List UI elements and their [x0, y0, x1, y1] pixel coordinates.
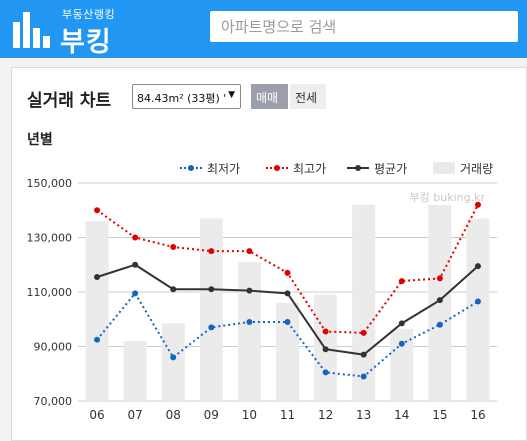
area-select[interactable]: 84.43m² (33평) ' ▼ — [132, 84, 241, 109]
series-point — [360, 329, 367, 336]
logo-bars-icon[interactable] — [13, 8, 51, 48]
y-tick-label: 150,000 — [27, 177, 73, 190]
legend-item-avg[interactable]: 평균가 — [347, 160, 407, 176]
legend-dotted-line-icon — [266, 165, 288, 171]
legend-label-avg: 평균가 — [374, 161, 408, 176]
volume-bar — [237, 262, 261, 401]
x-tick-label: 08 — [166, 408, 181, 422]
y-tick-label: 110,000 — [27, 286, 73, 299]
x-tick-label: 07 — [127, 408, 142, 422]
series-point — [246, 287, 253, 294]
tab-sale[interactable]: 매매 — [251, 84, 288, 109]
volume-bar — [466, 218, 490, 401]
x-tick-label: 10 — [242, 408, 257, 422]
brand-name[interactable]: 부킹 — [60, 27, 112, 58]
legend-label-min: 최저가 — [207, 161, 241, 176]
legend-item-volume[interactable]: 거래량 — [433, 160, 493, 176]
area-select-value: 84.43m² (33평) ' — [137, 92, 227, 105]
card-title: 실거래 차트 — [27, 91, 112, 111]
x-tick-label: 13 — [356, 408, 371, 422]
search-input[interactable] — [210, 11, 518, 42]
x-tick-label: 16 — [470, 408, 485, 422]
legend-label-max: 최고가 — [293, 161, 327, 176]
series-point — [474, 298, 481, 305]
series-point — [170, 286, 177, 293]
volume-bar — [352, 204, 376, 401]
legend-label-volume: 거래량 — [460, 161, 494, 176]
series-point — [170, 354, 177, 361]
series-point — [132, 261, 139, 268]
volume-bar — [199, 218, 223, 401]
volume-bar — [276, 302, 299, 401]
series-point — [360, 351, 367, 358]
top-bar: 부동산랭킹 부킹 — [0, 0, 527, 58]
series-point — [436, 275, 443, 282]
series-point — [474, 263, 481, 270]
series-point — [132, 234, 139, 241]
x-tick-label: 11 — [280, 408, 295, 422]
series-point — [170, 244, 177, 251]
volume-bar — [161, 323, 185, 401]
series-point — [322, 328, 329, 335]
series-point — [322, 346, 329, 353]
y-tick-label: 70,000 — [34, 395, 73, 408]
series-point — [246, 318, 253, 325]
legend-dotted-line-icon — [180, 165, 202, 171]
series-point — [398, 278, 405, 285]
x-tick-label: 09 — [204, 408, 219, 422]
section-title: 년별 — [27, 132, 53, 148]
series-point — [94, 207, 101, 214]
series-point — [360, 373, 367, 380]
tab-jeonse[interactable]: 전세 — [290, 84, 326, 109]
series-point — [208, 248, 215, 255]
series-point — [246, 248, 253, 255]
series-point — [208, 286, 215, 293]
x-tick-label: 15 — [432, 408, 447, 422]
legend-solid-line-icon — [347, 165, 369, 171]
volume-bar — [85, 221, 109, 401]
watermark: 부킹 buking.kr — [410, 191, 486, 204]
volume-bar — [123, 341, 147, 401]
series-point — [208, 324, 215, 331]
series-point — [284, 269, 291, 276]
legend-item-min[interactable]: 최저가 — [180, 160, 240, 176]
x-tick-label: 12 — [318, 408, 333, 422]
series-line-최저가 — [96, 291, 479, 378]
volume-bar — [390, 328, 414, 401]
x-tick-label: 14 — [394, 408, 409, 422]
series-point — [94, 274, 101, 281]
series-point — [132, 290, 139, 297]
series-point — [398, 320, 405, 327]
y-tick-label: 130,000 — [27, 232, 73, 245]
series-point — [94, 336, 101, 343]
series-point — [436, 321, 443, 328]
series-point — [284, 290, 291, 297]
x-tick-label: 06 — [89, 408, 104, 422]
legend-item-max[interactable]: 최고가 — [266, 160, 326, 176]
series-point — [322, 369, 329, 376]
series-point — [474, 201, 481, 208]
brand-subtitle[interactable]: 부동산랭킹 — [62, 8, 116, 21]
legend-bar-icon — [433, 162, 455, 174]
y-tick-label: 90,000 — [34, 341, 73, 354]
series-point — [398, 340, 405, 347]
dropdown-arrow-icon: ▼ — [228, 90, 235, 100]
series-point — [284, 318, 291, 325]
series-point — [436, 297, 443, 304]
